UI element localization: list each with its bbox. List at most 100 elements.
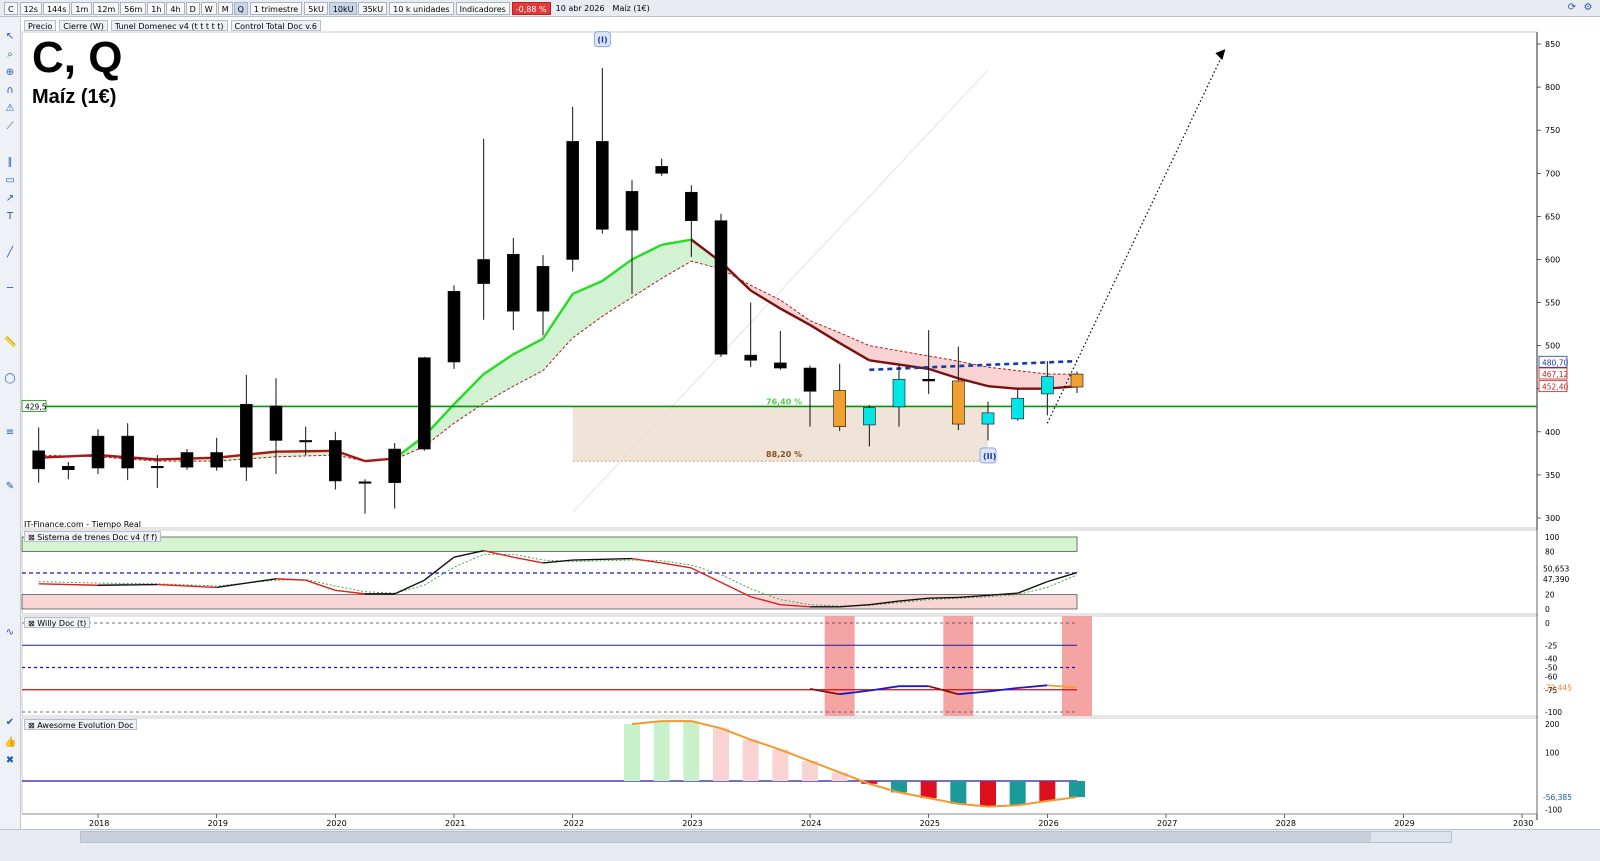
trend-fast-line bbox=[97, 583, 158, 586]
candle-body bbox=[269, 405, 283, 441]
timeframe-1h[interactable]: 1h bbox=[147, 1, 166, 15]
awesome-bar bbox=[802, 761, 818, 781]
trend-value-label: 50,653 bbox=[1543, 565, 1569, 574]
legend-price[interactable]: Precio bbox=[24, 19, 57, 31]
fibonacci-icon[interactable]: ≡ bbox=[5, 427, 15, 438]
channel-icon[interactable]: ∥ bbox=[7, 157, 13, 168]
check-icon[interactable]: ✔ bbox=[5, 717, 15, 728]
rectangle-icon[interactable]: ▭ bbox=[5, 175, 15, 186]
willy-line bbox=[839, 689, 870, 696]
drawing-toolbar: ↖ ⌕ ⊕ ∩ ⚠ ⟋ ∥ ▭ ↗ T ╱ ─ 📏 ◯ ≡ ✎ ∿ ✔ 👍 ✖ bbox=[0, 17, 21, 832]
timeframe-144s[interactable]: 144s bbox=[42, 1, 71, 15]
awesome-bar bbox=[1039, 781, 1056, 801]
ellipse-icon[interactable]: ◯ bbox=[4, 373, 16, 384]
close-icon[interactable]: ⊠ bbox=[28, 721, 38, 730]
trend-fast-line bbox=[839, 603, 870, 608]
refresh-icon[interactable]: ⟳ bbox=[1567, 2, 1577, 13]
panel-title-willy: Willy Doc (t) bbox=[37, 619, 87, 628]
willy-line bbox=[869, 685, 900, 692]
timeframe-56m[interactable]: 56m bbox=[120, 1, 147, 15]
tunnel-upper-line bbox=[453, 373, 485, 406]
willy-alert-bar bbox=[1062, 616, 1092, 716]
alert-icon[interactable]: ⚠ bbox=[5, 103, 15, 114]
zoom-icon[interactable]: ⌕ bbox=[7, 49, 13, 60]
unit-10kU[interactable]: 10kU bbox=[328, 1, 358, 15]
trend-tick-label: 0 bbox=[1545, 605, 1550, 614]
timeframe-D[interactable]: D bbox=[185, 1, 200, 15]
legend-control[interactable]: Control Total Doc v.6 bbox=[230, 19, 321, 31]
candle-body bbox=[121, 435, 134, 469]
tunnel-upper-line bbox=[987, 384, 1018, 390]
timeframe-W[interactable]: W bbox=[200, 1, 217, 15]
timeframe-12m[interactable]: 12m bbox=[93, 1, 120, 15]
willy-line bbox=[958, 690, 989, 696]
trend-fast-line bbox=[216, 578, 277, 589]
awesome-bar bbox=[920, 781, 937, 799]
symbol-select[interactable]: C bbox=[4, 1, 18, 15]
timeframe-Q[interactable]: Q bbox=[233, 1, 248, 15]
pencil-icon[interactable]: ✎ bbox=[5, 481, 15, 492]
willy-panel-frame bbox=[21, 615, 1538, 717]
candle-body bbox=[62, 465, 75, 471]
cursor-icon[interactable]: ↖ bbox=[5, 31, 15, 42]
awesome-value-label: -56,385 bbox=[1543, 793, 1572, 802]
tunnel-upper-line bbox=[38, 453, 99, 459]
scrollbar-thumb[interactable] bbox=[81, 832, 1371, 842]
arrow-icon[interactable]: ↗ bbox=[5, 193, 15, 204]
tunnel-upper-line bbox=[928, 367, 959, 380]
panel-label-willy[interactable]: ⊠ Willy Doc (t) bbox=[24, 617, 91, 628]
horizontal-line-icon[interactable]: ─ bbox=[6, 283, 14, 294]
indicators-button[interactable]: Indicadores bbox=[455, 1, 510, 15]
zoom-in-icon[interactable]: ⊕ bbox=[5, 67, 15, 78]
trend-panel-frame bbox=[21, 529, 1538, 615]
candle-body bbox=[685, 191, 698, 221]
candle-body bbox=[744, 354, 757, 361]
trend-tick-label: 100 bbox=[1545, 533, 1560, 542]
trend-fast-line bbox=[394, 579, 425, 595]
trend-fast-line bbox=[958, 594, 989, 599]
timeframe-12s[interactable]: 12s bbox=[19, 1, 42, 15]
unit-35kU[interactable]: 35kU bbox=[358, 1, 388, 15]
ruler-icon[interactable]: 📏 bbox=[4, 337, 17, 348]
legend-tunnel[interactable]: Tunel Domenec v4 (t t t t t) bbox=[110, 19, 228, 31]
candle-body bbox=[803, 367, 817, 392]
delete-icon[interactable]: ✖ bbox=[5, 755, 15, 766]
panel-label-trend[interactable]: ⊠ Sistema de trenes Doc v4 (f f) bbox=[24, 531, 162, 542]
tunnel-upper-line bbox=[869, 359, 900, 366]
text-icon[interactable]: T bbox=[6, 211, 14, 222]
trendline-icon[interactable]: ⟋ bbox=[6, 121, 14, 132]
panel-title-trend: Sistema de trenes Doc v4 (f f) bbox=[37, 533, 158, 542]
thumb-up-icon[interactable]: 👍 bbox=[4, 737, 17, 748]
price-label-box bbox=[1538, 355, 1568, 368]
candle-body bbox=[774, 362, 787, 369]
timeframe-M[interactable]: M bbox=[217, 1, 233, 15]
price-tick-label: 700 bbox=[1545, 169, 1560, 178]
trend-fast-line bbox=[780, 603, 811, 608]
trend-fast-line bbox=[453, 549, 484, 558]
period-select[interactable]: 1 trimestre bbox=[249, 1, 303, 15]
wave-icon[interactable]: ∿ bbox=[5, 627, 15, 638]
willy-value-label: -72,445 bbox=[1543, 683, 1572, 692]
units-dropdown[interactable]: 10 k unidades bbox=[389, 1, 454, 15]
close-icon[interactable]: ⊠ bbox=[28, 533, 38, 542]
horizontal-scrollbar[interactable] bbox=[80, 831, 1452, 843]
legend-close[interactable]: Cierre (W) bbox=[59, 19, 108, 31]
price-tick-label: 300 bbox=[1545, 514, 1560, 523]
trend-fast-line bbox=[750, 596, 781, 606]
awesome-bar bbox=[950, 781, 967, 804]
magnet-icon[interactable]: ∩ bbox=[6, 85, 14, 96]
candle-body bbox=[418, 357, 431, 450]
awesome-bar bbox=[1009, 781, 1026, 806]
candle-body bbox=[981, 412, 995, 425]
wave-label: (II) bbox=[983, 452, 996, 461]
settings-icon[interactable]: ⚙ bbox=[1583, 2, 1593, 13]
timeframe-4h[interactable]: 4h bbox=[166, 1, 185, 15]
willy-tick-label: -100 bbox=[1545, 708, 1562, 717]
panel-label-awesome[interactable]: ⊠ Awesome Evolution Doc bbox=[24, 719, 138, 730]
line-icon[interactable]: ╱ bbox=[6, 247, 14, 258]
timeframe-1m[interactable]: 1m bbox=[71, 1, 93, 15]
unit-5kU[interactable]: 5kU bbox=[304, 1, 328, 15]
instrument-label: Maíz (1€) bbox=[612, 3, 650, 13]
close-icon[interactable]: ⊠ bbox=[28, 619, 38, 628]
